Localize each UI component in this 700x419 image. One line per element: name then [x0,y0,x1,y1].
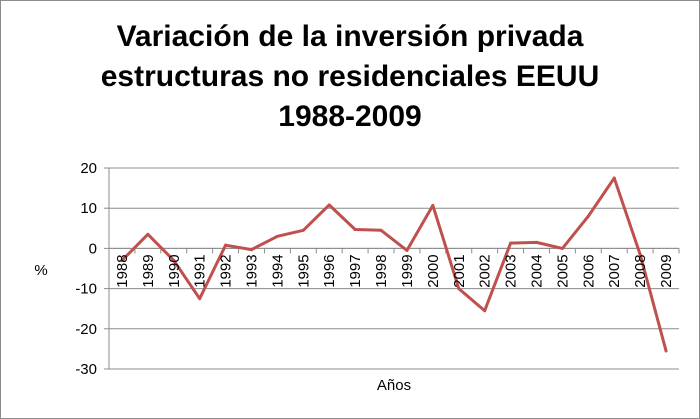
data-point-1992 [224,243,228,247]
data-point-2002 [483,309,487,313]
y-tick-label: 0 [89,240,97,257]
data-point-1999 [405,248,409,252]
x-tick-label: 1989 [140,254,157,287]
x-tick-label: 2007 [606,254,623,287]
data-point-2008 [638,252,642,256]
x-tick-label: 1992 [218,254,235,287]
x-tick-label: 1998 [373,254,390,287]
x-tick-label: 2009 [658,254,675,287]
x-tick-label: 1997 [347,254,364,287]
x-tick-label: 2002 [477,254,494,287]
y-tick-label: 20 [80,160,97,177]
data-point-1997 [353,228,357,232]
data-point-1996 [327,203,331,207]
x-tick-label: 1996 [321,254,338,287]
data-point-2005 [560,246,564,250]
series-layer [120,176,668,353]
x-tick-label: 1994 [269,254,286,287]
x-tick-label: 2008 [632,254,649,287]
data-point-1998 [379,228,383,232]
x-tick-label: 2000 [425,254,442,287]
data-point-2000 [431,203,435,207]
data-point-2004 [535,240,538,244]
x-tick-label: 1999 [399,254,416,287]
chart-title: Variación de la inversión privada estruc… [1,17,699,137]
data-point-1994 [275,234,279,238]
x-tick-label: 1991 [192,254,209,287]
data-point-1989 [146,232,150,236]
data-point-2003 [509,241,513,245]
data-point-2007 [612,176,616,180]
data-point-1990 [172,258,176,262]
data-point-1995 [301,228,305,232]
chart-title-line-1: Variación de la inversión privada [116,20,584,53]
data-point-2009 [664,349,668,353]
y-tick-label: 10 [80,200,97,217]
x-axis-ticks: 1988 1989 1990 1991 1992 1993 1994 1995 1996 1997… [114,254,675,287]
x-tick-label: 1993 [244,254,261,287]
x-tick-label: 2003 [503,254,520,287]
x-axis-label: Años [377,377,411,394]
x-tick-label: 1990 [166,254,183,287]
x-tick-label: 2001 [451,254,468,287]
y-axis-label: % [34,262,47,279]
data-point-1991 [198,297,202,301]
y-tick-label: -10 [75,281,97,298]
data-point-1988 [120,258,124,262]
data-point-2006 [586,214,590,218]
y-axis-ticks: 20 10 0 -10 -20 -30 [75,160,97,378]
chart-title-line-2: estructuras no residenciales EEUU [100,60,600,93]
data-point-1993 [250,248,253,252]
series-line [120,176,668,353]
x-tick-label: 1995 [295,254,312,287]
x-tick-label: 2004 [529,254,546,287]
x-tick-label: 2005 [554,254,571,287]
y-tick-label: -30 [75,361,97,378]
data-point-2001 [457,287,461,291]
x-tick-label: 1988 [114,254,131,287]
y-tick-label: -20 [75,321,97,338]
chart-title-line-3: 1988-2009 [278,100,422,133]
x-tick-label: 2006 [580,254,597,287]
axes [104,167,680,370]
